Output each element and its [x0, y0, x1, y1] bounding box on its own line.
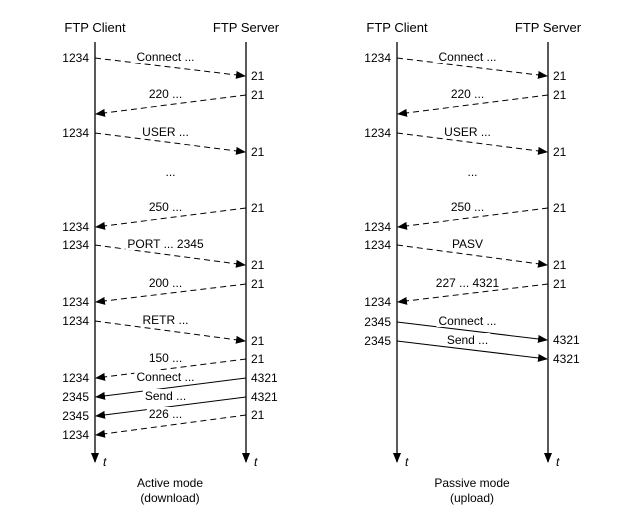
server-port-label: 4321 [553, 352, 580, 366]
client-port-label: 2345 [364, 315, 391, 329]
active-server-time-label: t [254, 455, 258, 469]
server-port-label: 21 [251, 277, 265, 291]
client-port-label: 1234 [364, 51, 391, 65]
server-port-label: 21 [251, 145, 265, 159]
message-label: Connect ... [136, 370, 194, 384]
client-port-label: 1234 [364, 126, 391, 140]
message-label: PASV [452, 237, 483, 251]
message-label: 220 ... [451, 87, 484, 101]
client-port-label: 1234 [62, 314, 89, 328]
active-caption-line2: (download) [140, 491, 199, 505]
server-port-label: 21 [251, 258, 265, 272]
message-arrow [95, 414, 247, 438]
active-caption-line1: Active mode [137, 476, 203, 490]
server-port-label: 21 [251, 334, 265, 348]
passive-messages: Connect ... 1234 21 220 ... 21 USER ... 1234 21… [364, 50, 580, 366]
passive-client-time-label: t [405, 455, 409, 469]
message-arrow [95, 94, 247, 117]
message-arrow [396, 340, 548, 362]
message-label: RETR ... [142, 313, 188, 327]
client-port-label: 1234 [62, 126, 89, 140]
server-port-label: 4321 [251, 371, 278, 385]
message-label: Send ... [145, 389, 186, 403]
passive-caption-line2: (upload) [450, 491, 494, 505]
passive-server-label: FTP Server [515, 20, 582, 35]
message-arrow [397, 94, 549, 117]
message-label: 250 ... [149, 200, 182, 214]
message-label: 150 ... [149, 351, 182, 365]
message-arrow [94, 320, 246, 344]
client-port-label: 1234 [62, 220, 89, 234]
message-label: 220 ... [149, 87, 182, 101]
client-port-label: 2345 [62, 409, 89, 423]
message-arrow [397, 207, 549, 230]
message-arrow [94, 244, 246, 268]
message-arrow [94, 132, 246, 155]
message-label: Connect ... [136, 50, 194, 64]
client-port-label: 1234 [364, 220, 391, 234]
client-port-label: 2345 [364, 334, 391, 348]
server-port-label: 21 [251, 88, 265, 102]
server-port-label: 21 [553, 69, 567, 83]
client-port-label: 2345 [62, 390, 89, 404]
message-label: Connect ... [438, 314, 496, 328]
passive-client-label: FTP Client [366, 20, 428, 35]
message-arrow [396, 244, 548, 268]
panel-passive: FTP Client FTP Server t t Connect ... 123… [364, 20, 581, 505]
message-arrow [94, 57, 246, 79]
server-port-label: 4321 [251, 390, 278, 404]
message-arrow [95, 396, 247, 419]
client-port-label: 1234 [62, 51, 89, 65]
server-port-label: 21 [553, 145, 567, 159]
message-arrow [95, 377, 247, 400]
message-label: 200 ... [149, 276, 182, 290]
message-arrow [95, 207, 247, 230]
server-port-label: 21 [251, 201, 265, 215]
message-arrow [95, 358, 247, 381]
message-label: 226 ... [149, 407, 182, 421]
message-label: PORT ... 2345 [127, 237, 204, 251]
message-arrow [396, 321, 548, 343]
passive-caption-line1: Passive mode [434, 476, 510, 490]
server-port-label: 21 [251, 69, 265, 83]
message-label: Send ... [447, 333, 488, 347]
server-port-label: 21 [553, 201, 567, 215]
client-port-label: 1234 [364, 295, 391, 309]
client-port-label: 1234 [62, 371, 89, 385]
panel-active: FTP Client FTP Server t t Connect ... 123… [62, 20, 279, 505]
message-arrow [397, 283, 549, 305]
message-arrow [95, 283, 247, 305]
server-port-label: 21 [553, 277, 567, 291]
message-label: USER ... [444, 125, 491, 139]
server-port-label: 21 [553, 258, 567, 272]
server-port-label: 21 [251, 352, 265, 366]
message-label: Connect ... [438, 50, 496, 64]
message-label: 227 ... 4321 [436, 276, 500, 290]
message-arrow [396, 57, 548, 79]
ellipsis-gap: ... [467, 165, 477, 179]
client-port-label: 1234 [62, 238, 89, 252]
server-port-label: 4321 [553, 333, 580, 347]
passive-server-time-label: t [556, 455, 560, 469]
client-port-label: 1234 [364, 238, 391, 252]
server-port-label: 21 [553, 88, 567, 102]
client-port-label: 1234 [62, 295, 89, 309]
active-messages: Connect ... 1234 21 220 ... 21 USER ... 1234 21… [62, 50, 278, 442]
message-arrow [396, 132, 548, 155]
active-client-time-label: t [103, 455, 107, 469]
message-label: 250 ... [451, 200, 484, 214]
active-client-label: FTP Client [64, 20, 126, 35]
message-label: USER ... [142, 125, 189, 139]
client-port-label: 1234 [62, 428, 89, 442]
ellipsis-gap: ... [165, 165, 175, 179]
active-server-label: FTP Server [213, 20, 280, 35]
server-port-label: 21 [251, 408, 265, 422]
